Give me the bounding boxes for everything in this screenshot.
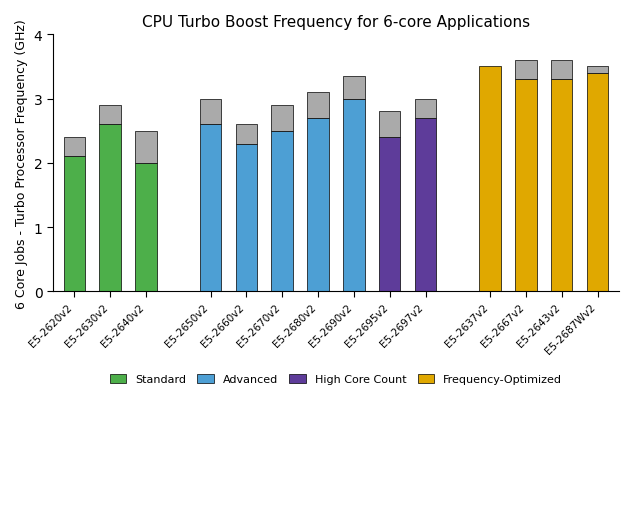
Bar	[200, 99, 221, 125]
Bar	[379, 138, 401, 292]
Legend: Standard, Advanced, High Core Count, Frequency-Optimized: Standard, Advanced, High Core Count, Fre…	[105, 370, 567, 389]
Bar	[479, 67, 501, 292]
Bar	[236, 145, 257, 292]
Bar	[515, 80, 536, 292]
Bar	[63, 157, 85, 292]
Title: CPU Turbo Boost Frequency for 6-core Applications: CPU Turbo Boost Frequency for 6-core App…	[142, 15, 530, 30]
Bar	[551, 61, 573, 80]
Bar	[100, 125, 121, 292]
Bar	[415, 119, 436, 292]
Bar	[236, 125, 257, 145]
Bar	[515, 61, 536, 80]
Bar	[586, 74, 608, 292]
Bar	[271, 106, 293, 131]
Y-axis label: 6 Core Jobs - Turbo Processor Frequency (GHz): 6 Core Jobs - Turbo Processor Frequency …	[15, 19, 28, 308]
Bar	[200, 125, 221, 292]
Bar	[100, 106, 121, 125]
Bar	[343, 77, 365, 99]
Bar	[271, 131, 293, 292]
Bar	[551, 80, 573, 292]
Bar	[379, 112, 401, 138]
Bar	[586, 67, 608, 74]
Bar	[135, 163, 157, 292]
Bar	[63, 138, 85, 157]
Bar	[415, 99, 436, 119]
Bar	[343, 99, 365, 292]
Bar	[307, 93, 329, 119]
Bar	[135, 131, 157, 163]
Bar	[307, 119, 329, 292]
